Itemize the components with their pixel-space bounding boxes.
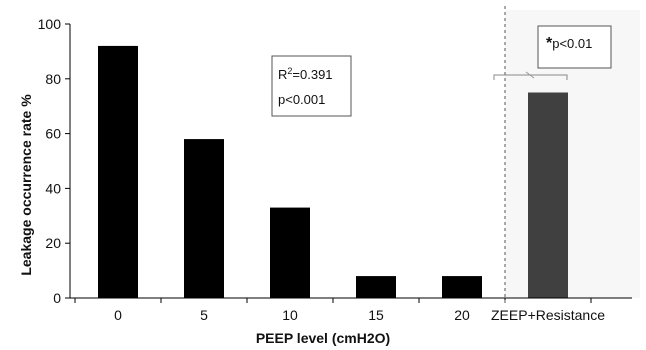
significance-annotation: *p<0.01: [537, 25, 612, 69]
y-tick-label: 40: [45, 180, 61, 196]
x-tick-label: 0: [114, 307, 122, 323]
y-tick-label: 20: [45, 235, 61, 251]
x-tick-label: 15: [368, 307, 384, 323]
bar-zeep-resistance: [528, 92, 568, 298]
bar-15: [356, 276, 396, 298]
r-squared-text: R2=0.391: [278, 66, 333, 82]
y-axis-ticks: 0 20 40 60 80 100: [38, 16, 70, 306]
significance-text: *p<0.01: [546, 35, 592, 52]
x-tick-label: 10: [282, 307, 298, 323]
r-squared-value: =0.391: [292, 67, 332, 82]
regression-annotation-box: [271, 55, 352, 117]
x-tick-label: 20: [454, 307, 470, 323]
bar-0: [98, 45, 138, 298]
y-tick-label: 60: [45, 126, 61, 142]
y-axis-title: Leakage occurrence rate %: [18, 94, 34, 276]
y-tick-label: 0: [53, 290, 61, 306]
bar-5: [184, 139, 224, 298]
y-tick-label: 100: [38, 16, 62, 32]
significance-star: *: [546, 35, 553, 52]
x-axis-ticks: 0 5 10 15 20 ZEEP+Resistance: [74, 298, 605, 323]
bar-20: [442, 276, 482, 298]
p-value-text: p<0.001: [278, 92, 325, 107]
x-tick-label: ZEEP+Resistance: [491, 307, 605, 323]
x-tick-label: 5: [200, 307, 208, 323]
bars-group: [98, 45, 568, 298]
regression-annotation: R2=0.391 p<0.001: [271, 55, 352, 117]
r-squared-superscript: 2: [287, 66, 292, 76]
significance-bracket: [493, 71, 568, 80]
bar-10: [270, 207, 310, 298]
significance-p-value: p<0.01: [552, 36, 592, 51]
significance-annotation-box: [537, 25, 612, 69]
r-squared-prefix: R: [278, 67, 287, 82]
y-tick-label: 80: [45, 71, 61, 87]
x-axis-title: PEEP level (cmH2O): [256, 330, 390, 346]
